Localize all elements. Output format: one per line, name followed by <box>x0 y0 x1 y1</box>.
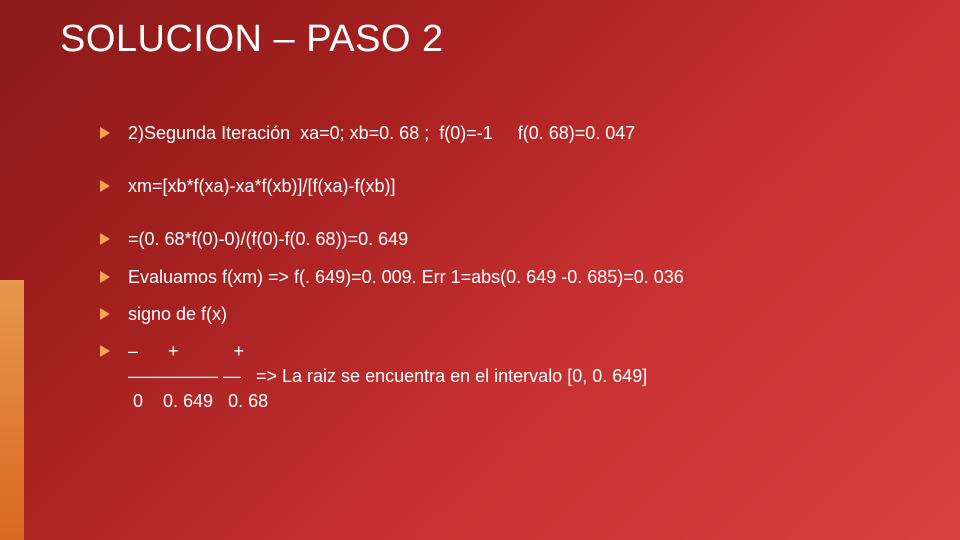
bullet-text: xm=[xb*f(xa)-xa*f(xb)]/[f(xa)-f(xb)] <box>128 174 900 199</box>
slide-title: SOLUCION – PASO 2 <box>60 18 900 61</box>
bullet-text: – + + ――――― ― => La raiz se encuentra en… <box>128 339 900 415</box>
bullet-item: – + + ――――― ― => La raiz se encuentra en… <box>100 339 900 415</box>
bullet-marker-icon <box>100 345 110 357</box>
bullet-marker-icon <box>100 271 110 283</box>
accent-bar <box>0 280 24 540</box>
bullet-text: signo de f(x) <box>128 302 900 327</box>
bullet-item: Evaluamos f(xm) => f(. 649)=0. 009. Err … <box>100 265 900 290</box>
bullet-item: xm=[xb*f(xa)-xa*f(xb)]/[f(xa)-f(xb)] <box>100 174 900 199</box>
bullet-marker-icon <box>100 308 110 320</box>
bullet-list: 2)Segunda Iteración xa=0; xb=0. 68 ; f(0… <box>60 121 900 415</box>
bullet-item: signo de f(x) <box>100 302 900 327</box>
bullet-marker-icon <box>100 180 110 192</box>
bullet-marker-icon <box>100 233 110 245</box>
bullet-item: 2)Segunda Iteración xa=0; xb=0. 68 ; f(0… <box>100 121 900 146</box>
bullet-item: =(0. 68*f(0)-0)/(f(0)-f(0. 68))=0. 649 <box>100 227 900 252</box>
bullet-text: =(0. 68*f(0)-0)/(f(0)-f(0. 68))=0. 649 <box>128 227 900 252</box>
bullet-text: 2)Segunda Iteración xa=0; xb=0. 68 ; f(0… <box>128 121 900 146</box>
bullet-text: Evaluamos f(xm) => f(. 649)=0. 009. Err … <box>128 265 900 290</box>
bullet-marker-icon <box>100 127 110 139</box>
